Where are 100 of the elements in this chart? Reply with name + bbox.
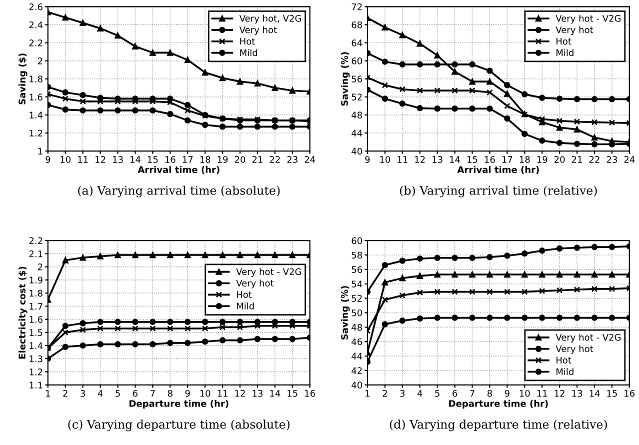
- y-axis-title: Saving ($): [18, 54, 28, 104]
- x-tick-label: 12: [554, 390, 564, 397]
- legend-label: Very hot: [236, 280, 274, 288]
- x-tick-label: 7: [150, 390, 155, 397]
- y-tick-label: 50: [352, 309, 362, 316]
- x-tick-label: 13: [572, 390, 582, 397]
- y-tick-label: 2.2: [29, 237, 42, 244]
- x-axis-title: Arrival time (hr): [457, 166, 539, 174]
- y-tick-label: 52: [352, 295, 362, 302]
- x-tick-label: 9: [365, 156, 370, 163]
- x-tick-label: 24: [304, 156, 316, 163]
- x-tick-label: 8: [168, 390, 172, 397]
- x-tick-label: 1: [366, 390, 370, 397]
- x-tick-label: 22: [270, 156, 280, 163]
- y-axis-title: Saving (%): [340, 286, 350, 340]
- y-tick-label: 60: [352, 58, 362, 64]
- x-tick-label: 5: [435, 390, 440, 397]
- legend-label: Mild: [556, 368, 574, 376]
- x-tick-label: 12: [235, 390, 245, 397]
- legend-label: Very hot - V2G: [556, 334, 621, 342]
- x-tick-label: 10: [200, 390, 210, 397]
- legend-label: Hot: [236, 291, 252, 298]
- y-tick-label: 1.4: [30, 342, 43, 349]
- x-tick-label: 13: [252, 390, 262, 397]
- x-tick-label: 11: [398, 156, 408, 163]
- x-tick-label: 2: [382, 390, 387, 397]
- x-tick-label: 15: [288, 390, 298, 397]
- x-tick-label: 10: [60, 156, 71, 163]
- x-tick-label: 6: [452, 390, 458, 397]
- y-tick-label: 46: [352, 338, 362, 346]
- legend-label: Mild: [236, 302, 254, 310]
- x-tick-label: 1: [46, 390, 50, 397]
- x-tick-label: 14: [130, 156, 140, 163]
- x-tick-label: 8: [487, 390, 492, 397]
- y-tick-label: 56: [352, 76, 362, 82]
- legend-label: Mild: [556, 49, 574, 56]
- y-tick-label: 40: [352, 148, 362, 155]
- y-tick-label: 1.3: [30, 355, 42, 362]
- x-tick-label: 10: [520, 390, 530, 397]
- x-tick-label: 14: [450, 156, 460, 163]
- x-tick-label: 23: [606, 156, 617, 163]
- x-tick-label: 18: [520, 156, 530, 163]
- y-axis-title: Saving (%): [340, 52, 350, 106]
- x-tick-label: 12: [415, 156, 425, 163]
- y-tick-label: 1.6: [30, 94, 42, 100]
- x-axis-title: Departure time (hr): [449, 400, 548, 409]
- x-axis-title: Departure time (hr): [130, 400, 228, 409]
- y-tick-label: 1.2: [30, 130, 42, 136]
- x-tick-label: 20: [554, 156, 565, 163]
- x-tick-label: 20: [234, 156, 246, 163]
- x-tick-label: 4: [417, 390, 422, 397]
- legend-label: Very hot - V2G: [236, 268, 301, 277]
- y-tick-label: 1.8: [30, 290, 42, 297]
- x-tick-label: 23: [287, 156, 298, 163]
- y-tick-label: 56: [352, 266, 362, 273]
- x-tick-label: 16: [165, 156, 176, 163]
- y-tick-label: 2: [38, 264, 42, 270]
- x-tick-label: 13: [432, 156, 442, 163]
- text: (b) Varying arrival time (relative): [400, 186, 597, 198]
- y-tick-label: 1.4: [30, 112, 43, 118]
- x-tick-label: 9: [504, 390, 510, 397]
- y-tick-label: 2.6: [29, 3, 42, 10]
- x-tick-label: 11: [78, 156, 88, 163]
- y-tick-label: 2.4: [29, 21, 43, 28]
- legend-label: Very hot: [556, 26, 594, 35]
- y-tick-label: 1.6: [30, 316, 42, 323]
- y-tick-label: 48: [352, 112, 362, 119]
- x-tick-label: 3: [400, 390, 405, 397]
- legend-label: Very hot: [239, 26, 277, 35]
- x-tick-label: 3: [80, 390, 85, 397]
- y-tick-label: 72: [352, 3, 362, 10]
- x-tick-label: 17: [182, 156, 193, 163]
- legend-label: Very hot - V2G: [556, 14, 621, 24]
- y-tick-label: 48: [352, 324, 362, 331]
- y-tick-label: 60: [352, 237, 362, 244]
- y-tick-label: 2.1: [29, 250, 42, 258]
- y-tick-label: 2.2: [29, 39, 42, 46]
- y-tick-label: 68: [352, 21, 362, 28]
- x-tick-label: 15: [468, 156, 478, 163]
- x-tick-label: 19: [537, 156, 548, 163]
- y-tick-label: 2: [38, 58, 42, 64]
- x-tick-label: 16: [484, 156, 495, 163]
- x-tick-label: 2: [63, 390, 68, 397]
- x-tick-label: 14: [270, 390, 280, 397]
- legend-label: Hot: [556, 356, 572, 364]
- y-tick-label: 1.7: [30, 303, 42, 310]
- legend-label: Very hot: [556, 345, 594, 354]
- y-tick-label: 1.5: [30, 329, 42, 336]
- x-tick-label: 9: [46, 156, 50, 163]
- legend-label: Very hot, V2G: [239, 14, 301, 24]
- y-tick-label: 1: [38, 148, 42, 154]
- y-tick-label: 58: [352, 252, 362, 259]
- x-tick-label: 15: [607, 390, 617, 397]
- y-tick-label: 42: [352, 367, 362, 374]
- x-tick-label: 13: [113, 156, 123, 163]
- text: (d) Varying departure time (relative): [390, 420, 607, 432]
- y-tick-label: 40: [352, 382, 362, 388]
- x-tick-label: 21: [252, 156, 262, 163]
- x-tick-label: 14: [590, 390, 600, 397]
- text: (a) Varying arrival time (absolute): [78, 186, 280, 198]
